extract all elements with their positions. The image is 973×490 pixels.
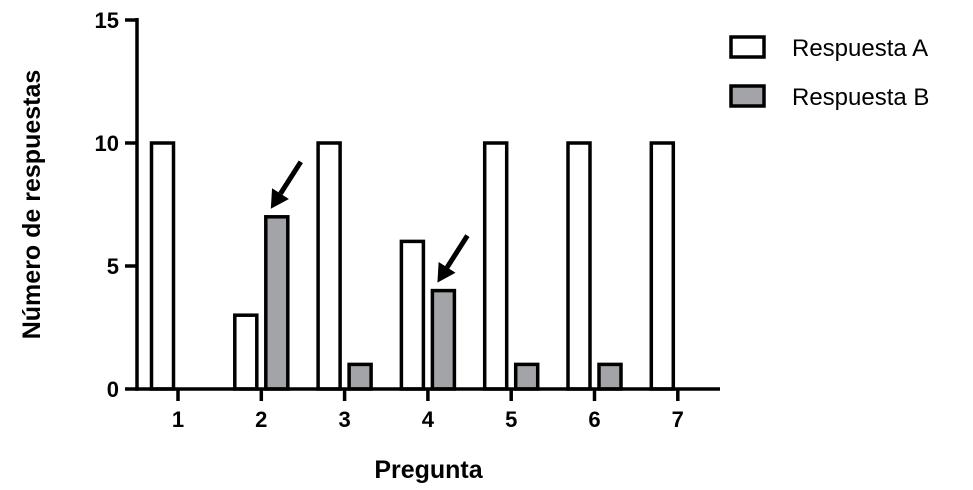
bar-respuesta-b-q4 xyxy=(430,288,457,391)
x-tick-label: 4 xyxy=(422,407,435,432)
bar-respuesta-a-q5 xyxy=(482,141,509,391)
arrow-annotation-q2 xyxy=(270,160,303,209)
legend-swatch xyxy=(729,35,766,59)
annotation-layer xyxy=(270,160,470,283)
arrow-shaft xyxy=(278,160,303,195)
axes xyxy=(135,18,720,391)
y-tick-label: 10 xyxy=(95,131,119,156)
x-tick-label: 2 xyxy=(255,407,267,432)
y-tick-label: 5 xyxy=(107,254,119,279)
legend-label: Respuesta B xyxy=(792,84,929,111)
bar-respuesta-a-q1 xyxy=(149,141,176,391)
bar-respuesta-a-q3 xyxy=(316,141,342,391)
x-axis-title: Pregunta xyxy=(374,456,483,484)
arrow-annotation-q4 xyxy=(437,234,470,283)
plot-area xyxy=(149,141,676,391)
x-tick-label: 6 xyxy=(588,407,600,432)
bar-respuesta-a-q4 xyxy=(399,239,426,391)
x-tick-label: 3 xyxy=(338,407,350,432)
bar-respuesta-b-q3 xyxy=(347,362,373,391)
y-tick-label: 15 xyxy=(95,8,119,33)
bar-respuesta-a-q7 xyxy=(649,141,676,391)
y-tick-label: 0 xyxy=(107,377,119,402)
x-tick-label: 7 xyxy=(672,407,684,432)
legend-label: Respuesta A xyxy=(792,35,928,62)
arrow-head xyxy=(270,188,289,209)
y-ticks: 0 5 10 15 xyxy=(95,8,137,402)
bar-respuesta-a-q2 xyxy=(233,313,259,391)
x-ticks: 1 2 3 4 5 6 7 xyxy=(172,389,684,432)
bar-respuesta-b-q6 xyxy=(597,362,623,391)
bar-respuesta-b-q5 xyxy=(513,362,540,391)
x-tick-label: 5 xyxy=(505,407,517,432)
y-axis-title: Número de respuestas xyxy=(18,70,46,340)
x-tick-label: 1 xyxy=(172,407,184,432)
bar-respuesta-a-q6 xyxy=(566,141,592,391)
legend-swatch xyxy=(729,84,766,108)
arrow-shaft xyxy=(444,234,470,269)
legend: Respuesta A Respuesta B xyxy=(729,35,929,111)
bar-respuesta-b-q2 xyxy=(264,215,290,391)
arrow-head xyxy=(437,262,456,283)
